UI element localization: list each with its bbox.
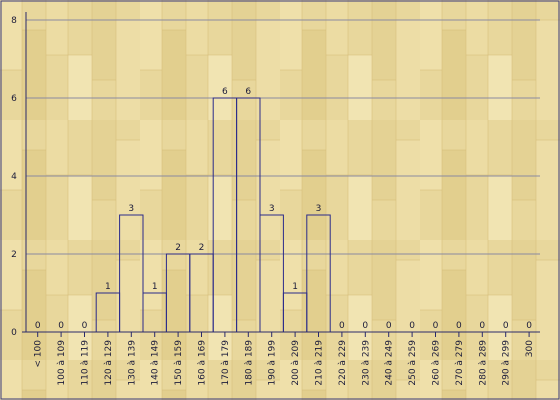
data-label-3: 1 [105, 282, 111, 292]
data-label-8: 6 [222, 87, 228, 97]
y-tick-label-0: 0 [11, 328, 17, 338]
x-tick-label-9: 180 à 189 [244, 340, 254, 386]
data-label-20: 0 [503, 321, 509, 331]
x-tick-label-2: 110 à 119 [81, 340, 91, 386]
data-label-18: 0 [456, 321, 462, 331]
x-tick-label-6: 150 à 159 [174, 340, 184, 386]
x-tick-label-0: < 100 [34, 340, 44, 368]
data-label-13: 0 [339, 321, 345, 331]
x-tick-label-11: 200 à 209 [291, 340, 301, 386]
data-label-6: 2 [175, 243, 181, 253]
x-tick-label-17: 260 à 269 [432, 340, 442, 386]
x-tick-label-7: 160 à 169 [198, 340, 208, 386]
data-label-14: 0 [362, 321, 368, 331]
x-tick-label-16: 250 à 259 [408, 340, 418, 386]
data-label-16: 0 [409, 321, 415, 331]
x-tick-label-20: 290 à 299 [502, 340, 512, 386]
y-tick-label-4: 4 [11, 172, 17, 182]
data-label-10: 3 [269, 204, 275, 214]
y-tick-label-2: 2 [11, 250, 17, 260]
data-label-11: 1 [292, 282, 298, 292]
y-tick-label-6: 6 [11, 94, 17, 104]
x-tick-label-19: 280 à 289 [478, 340, 488, 386]
x-tick-label-12: 210 à 219 [315, 340, 325, 386]
x-tick-label-15: 240 à 249 [385, 340, 395, 386]
data-label-15: 0 [386, 321, 392, 331]
x-tick-label-4: 130 à 139 [127, 340, 137, 386]
data-label-0: 0 [35, 321, 41, 331]
data-label-12: 3 [316, 204, 322, 214]
data-label-9: 6 [245, 87, 251, 97]
data-label-19: 0 [479, 321, 485, 331]
data-label-4: 3 [128, 204, 134, 214]
x-tick-label-3: 120 à 129 [104, 340, 114, 386]
data-label-1: 0 [58, 321, 64, 331]
x-tick-label-1: 100 à 109 [57, 340, 67, 386]
data-label-21: 0 [526, 321, 532, 331]
x-tick-label-8: 170 à 179 [221, 340, 231, 386]
x-tick-label-21: 300 [525, 340, 535, 357]
data-label-5: 1 [152, 282, 158, 292]
y-tick-label-8: 8 [11, 16, 17, 26]
data-label-17: 0 [433, 321, 439, 331]
x-tick-label-10: 190 à 199 [268, 340, 278, 386]
x-tick-label-5: 140 à 149 [151, 340, 161, 386]
x-tick-label-13: 220 à 229 [338, 340, 348, 386]
x-tick-label-18: 270 à 279 [455, 340, 465, 386]
data-label-2: 0 [82, 321, 88, 331]
data-label-7: 2 [199, 243, 205, 253]
x-tick-label-14: 230 à 239 [361, 340, 371, 386]
